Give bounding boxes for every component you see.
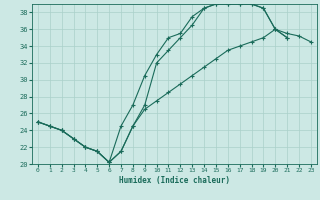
X-axis label: Humidex (Indice chaleur): Humidex (Indice chaleur) (119, 176, 230, 185)
